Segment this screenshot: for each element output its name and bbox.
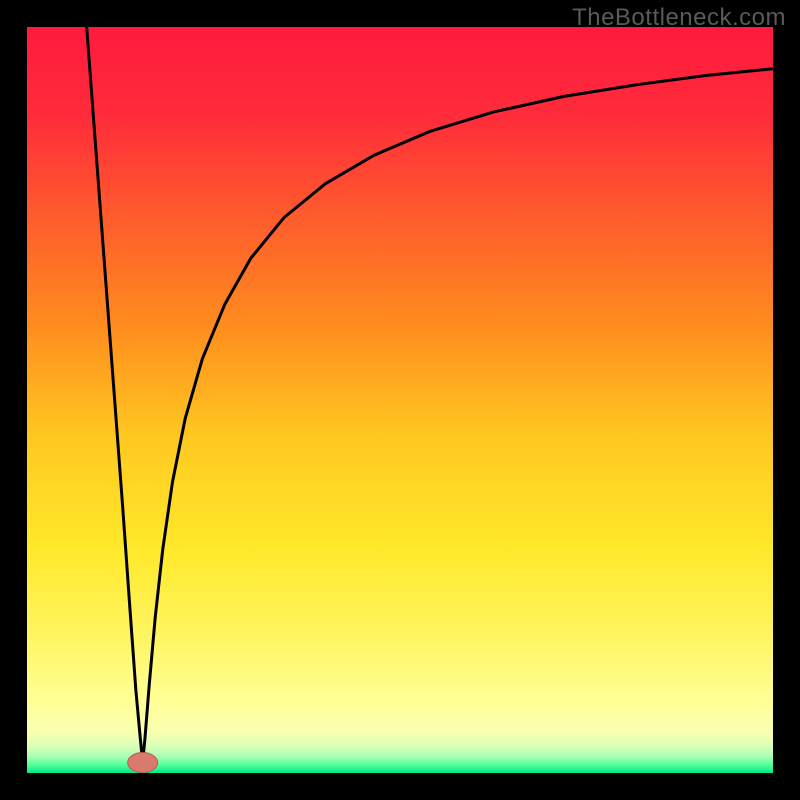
optimal-point-marker bbox=[128, 753, 158, 773]
chart-svg bbox=[0, 0, 800, 800]
watermark-label: TheBottleneck.com bbox=[572, 4, 786, 32]
chart-container: TheBottleneck.com bbox=[0, 0, 800, 800]
chart-plot-area bbox=[27, 27, 773, 773]
